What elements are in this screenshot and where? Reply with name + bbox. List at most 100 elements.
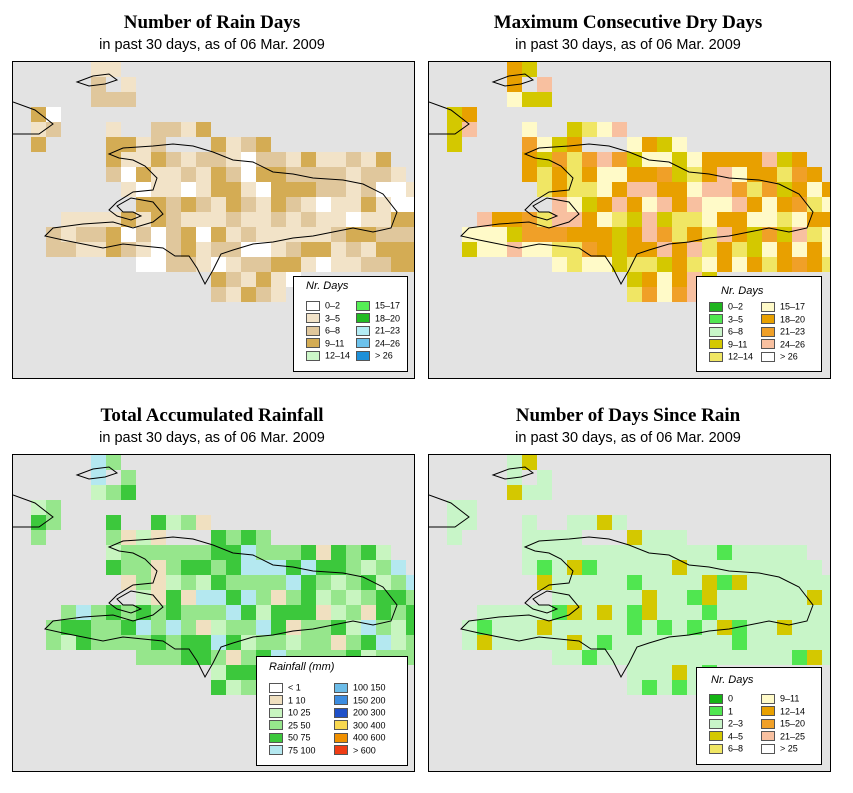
grid-cell <box>777 227 792 242</box>
grid-cell <box>807 560 822 575</box>
grid-cell <box>687 257 702 272</box>
grid-cell <box>612 242 627 257</box>
grid-cell <box>717 227 732 242</box>
legend-item: 3–5 <box>306 312 340 324</box>
grid-cell <box>301 545 316 560</box>
grid-cell <box>582 560 597 575</box>
grid-cell <box>582 197 597 212</box>
grid-cell <box>672 227 687 242</box>
grid-cell <box>256 287 271 302</box>
coastline-puerto-rico-edge <box>13 494 54 528</box>
grid-cell <box>537 560 552 575</box>
grid-cell <box>807 575 822 590</box>
grid-cell <box>672 560 687 575</box>
grid-cell <box>657 635 672 650</box>
legend-item: 6–8 <box>306 324 340 336</box>
legend-swatch <box>269 745 283 756</box>
grid-cell <box>657 620 672 635</box>
grid-cell <box>151 560 166 575</box>
grid-cell <box>46 107 61 122</box>
grid-cell <box>552 530 567 545</box>
grid-cell <box>822 242 830 257</box>
grid-cell <box>762 635 777 650</box>
grid-cell <box>777 197 792 212</box>
grid-cell <box>166 545 181 560</box>
grid-cell <box>106 515 121 530</box>
panel-3-legend: Rainfall (mm) < 1 1 10 10 25 25 50 50 75 75 1… <box>256 656 408 766</box>
grid-cell <box>331 590 346 605</box>
grid-cell <box>447 107 462 122</box>
legend-item: 12–14 <box>306 349 350 361</box>
grid-cell <box>747 650 762 665</box>
grid-cell <box>316 560 331 575</box>
grid-cell <box>406 590 414 605</box>
grid-cell <box>376 257 391 272</box>
grid-cell <box>822 227 830 242</box>
grid-cell <box>537 530 552 545</box>
grid-cell <box>597 605 612 620</box>
grid-cell <box>211 182 226 197</box>
legend-swatch <box>761 326 775 337</box>
legend-item: 18–20 <box>356 312 400 324</box>
grid-cell <box>792 575 807 590</box>
grid-cell <box>582 152 597 167</box>
grid-cell <box>822 197 830 212</box>
legend-label: 12–14 <box>780 706 806 717</box>
grid-cell <box>627 167 642 182</box>
grid-cell <box>241 227 256 242</box>
grid-cell <box>627 650 642 665</box>
grid-cell <box>522 635 537 650</box>
grid-cell <box>301 212 316 227</box>
legend-item: 18–20 <box>761 313 805 325</box>
grid-cell <box>331 560 346 575</box>
grid-cell <box>106 212 121 227</box>
grid-cell <box>702 545 717 560</box>
grid-cell <box>492 242 507 257</box>
legend-title: Nr. Days <box>721 285 764 297</box>
grid-cell <box>792 650 807 665</box>
grid-cell <box>612 152 627 167</box>
grid-cell <box>151 242 166 257</box>
grid-cell <box>747 560 762 575</box>
grid-cell <box>211 620 226 635</box>
grid-cell <box>226 560 241 575</box>
legend-swatch <box>269 720 283 731</box>
grid-cell <box>507 62 522 77</box>
grid-cell <box>747 152 762 167</box>
panel-2-title: Maximum Consecutive Dry Days <box>493 12 763 33</box>
grid-cell <box>346 242 361 257</box>
grid-cell <box>376 242 391 257</box>
grid-cell <box>642 680 657 695</box>
grid-cell <box>346 620 361 635</box>
grid-cell <box>762 212 777 227</box>
grid-cell <box>597 590 612 605</box>
panel-4-legend: Nr. Days 0 1 2–3 4–5 6–8 9–11 12–14 15–20 21–25 >… <box>696 667 822 765</box>
grid-cell <box>747 590 762 605</box>
grid-cell <box>121 635 136 650</box>
grid-cell <box>331 575 346 590</box>
grid-cell <box>361 257 376 272</box>
grid-cell <box>657 530 672 545</box>
grid-cell <box>91 455 106 470</box>
grid-cell <box>91 92 106 107</box>
grid-cell <box>211 212 226 227</box>
grid-cell <box>672 635 687 650</box>
grid-cell <box>106 167 121 182</box>
grid-cell <box>792 182 807 197</box>
grid-cell <box>151 635 166 650</box>
grid-cell <box>166 620 181 635</box>
grid-cell <box>241 605 256 620</box>
grid-cell <box>181 545 196 560</box>
legend-label: 21–23 <box>375 325 401 336</box>
grid-cell <box>121 167 136 182</box>
grid-cell <box>256 545 271 560</box>
grid-cell <box>316 167 331 182</box>
grid-cell <box>121 77 136 92</box>
legend-swatch <box>356 338 370 349</box>
grid-cell <box>211 560 226 575</box>
grid-cell <box>361 152 376 167</box>
legend-item: 300 400 <box>334 719 386 731</box>
grid-cell <box>612 560 627 575</box>
grid-cell <box>316 545 331 560</box>
grid-cell <box>211 167 226 182</box>
